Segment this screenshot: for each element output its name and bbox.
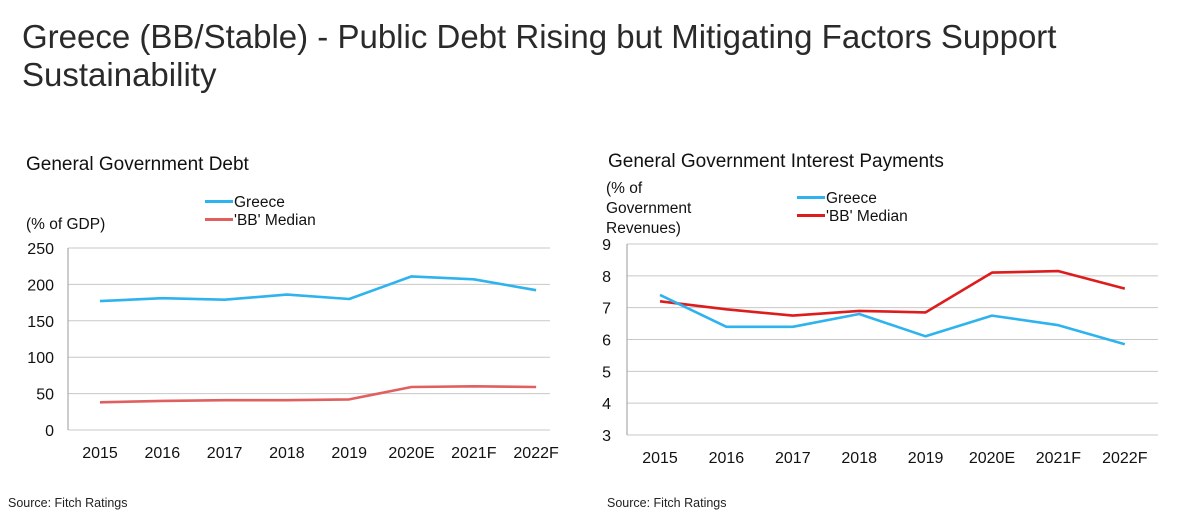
interest-y-tick-label: 8	[602, 269, 611, 286]
debt-x-tick-label: 2022F	[513, 445, 559, 462]
debt-greece-line	[99, 275, 537, 303]
debt-x-tick-label: 2018	[269, 445, 305, 462]
debt-x-tick-label: 2017	[207, 445, 243, 462]
interest-greece-line	[659, 293, 1126, 346]
legend-label: 'BB' Median	[826, 208, 908, 225]
debt-x-tick-label: 2016	[145, 445, 181, 462]
debt-source-note: Source: Fitch Ratings	[8, 496, 128, 510]
interest-source-note: Source: Fitch Ratings	[607, 496, 727, 510]
debt-x-tick-label: 2019	[331, 445, 367, 462]
debt-x-tick-label: 2015	[82, 445, 118, 462]
interest-legend-bb-median: 'BB' Median	[797, 208, 908, 226]
interest-bb-median-line	[659, 269, 1126, 317]
interest-legend-greece: Greece	[797, 190, 908, 208]
interest-legend: Greece 'BB' Median	[797, 190, 908, 226]
interest-y-tick-label: 7	[602, 301, 611, 318]
debt-y-tick-label: 100	[27, 350, 54, 367]
debt-bb-median-line	[99, 384, 537, 404]
page-title: Greece (BB/Stable) - Public Debt Rising …	[22, 18, 1057, 93]
interest-y-tick-label: 4	[602, 396, 611, 413]
debt-y-tick-label: 50	[36, 387, 54, 404]
legend-swatch	[205, 200, 233, 204]
interest-x-tick-label: 2015	[642, 450, 678, 467]
interest-y-axis-unit: (% of Government Revenues)	[606, 179, 691, 239]
interest-chart-title: General Government Interest Payments	[608, 151, 944, 172]
debt-y-tick-label: 150	[27, 314, 54, 331]
debt-legend-bb-median: 'BB' Median	[205, 212, 316, 230]
legend-label: Greece	[234, 194, 285, 211]
legend-label: Greece	[826, 190, 877, 207]
debt-legend: Greece 'BB' Median	[205, 194, 316, 230]
debt-x-tick-label: 2020E	[388, 445, 434, 462]
interest-x-tick-label: 2022F	[1102, 450, 1148, 467]
interest-x-tick-label: 2019	[908, 450, 944, 467]
interest-y-tick-label: 6	[602, 333, 611, 350]
debt-legend-greece: Greece	[205, 194, 316, 212]
interest-y-tick-label: 9	[602, 237, 611, 254]
interest-x-tick-label: 2018	[841, 450, 877, 467]
debt-y-axis-unit: (% of GDP)	[26, 216, 106, 233]
y-axis-unit-line: Revenues)	[606, 220, 681, 237]
legend-swatch	[205, 218, 233, 222]
interest-x-tick-label: 2021F	[1036, 450, 1082, 467]
interest-x-tick-label: 2017	[775, 450, 811, 467]
debt-y-tick-label: 0	[45, 423, 54, 440]
legend-swatch	[797, 196, 825, 200]
debt-x-tick-label: 2021F	[451, 445, 497, 462]
debt-chart-title: General Government Debt	[26, 154, 249, 175]
interest-y-tick-label: 3	[602, 428, 611, 445]
y-axis-unit-line: (% of	[606, 180, 643, 197]
interest-x-tick-label: 2020E	[969, 450, 1015, 467]
y-axis-unit-line: Government	[606, 200, 692, 217]
legend-label: 'BB' Median	[234, 212, 316, 229]
interest-y-tick-label: 5	[602, 364, 611, 381]
debt-y-tick-label: 250	[27, 241, 54, 258]
interest-x-tick-label: 2016	[709, 450, 745, 467]
debt-y-tick-label: 200	[27, 277, 54, 294]
legend-swatch	[797, 214, 825, 218]
